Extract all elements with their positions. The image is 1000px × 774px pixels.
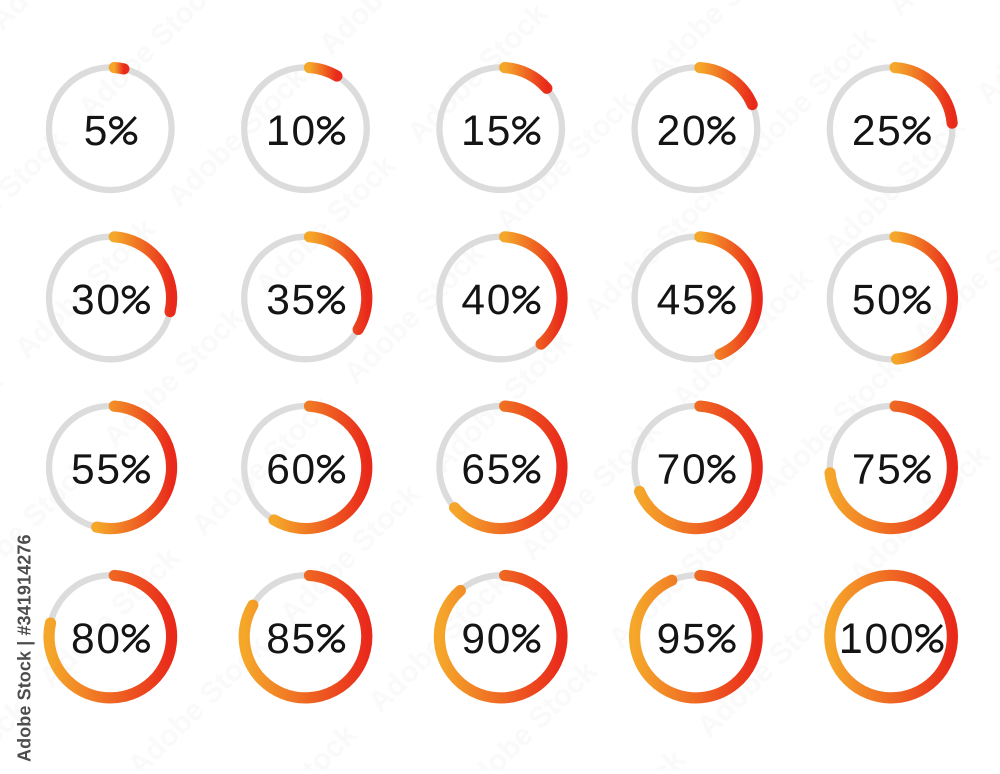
svg-text:20: 20: [657, 108, 708, 155]
svg-text:85: 85: [266, 616, 317, 663]
svg-text:60: 60: [266, 447, 317, 494]
svg-text:100: 100: [839, 616, 915, 663]
svg-text:95: 95: [657, 616, 708, 663]
svg-text:70: 70: [657, 447, 708, 494]
svg-text:25: 25: [852, 108, 903, 155]
svg-text:65: 65: [461, 447, 512, 494]
svg-text:35: 35: [266, 277, 317, 324]
svg-text:30: 30: [71, 277, 122, 324]
svg-text:55: 55: [71, 447, 122, 494]
svg-text:5: 5: [84, 108, 109, 155]
svg-text:Adobe Stock | #341914276: Adobe Stock | #341914276: [15, 534, 35, 762]
svg-text:45: 45: [657, 277, 708, 324]
svg-text:10: 10: [266, 108, 317, 155]
svg-text:90: 90: [461, 616, 512, 663]
svg-text:40: 40: [461, 277, 512, 324]
svg-text:80: 80: [71, 616, 122, 663]
svg-text:15: 15: [461, 108, 512, 155]
svg-text:50: 50: [852, 277, 903, 324]
svg-text:75: 75: [852, 447, 903, 494]
